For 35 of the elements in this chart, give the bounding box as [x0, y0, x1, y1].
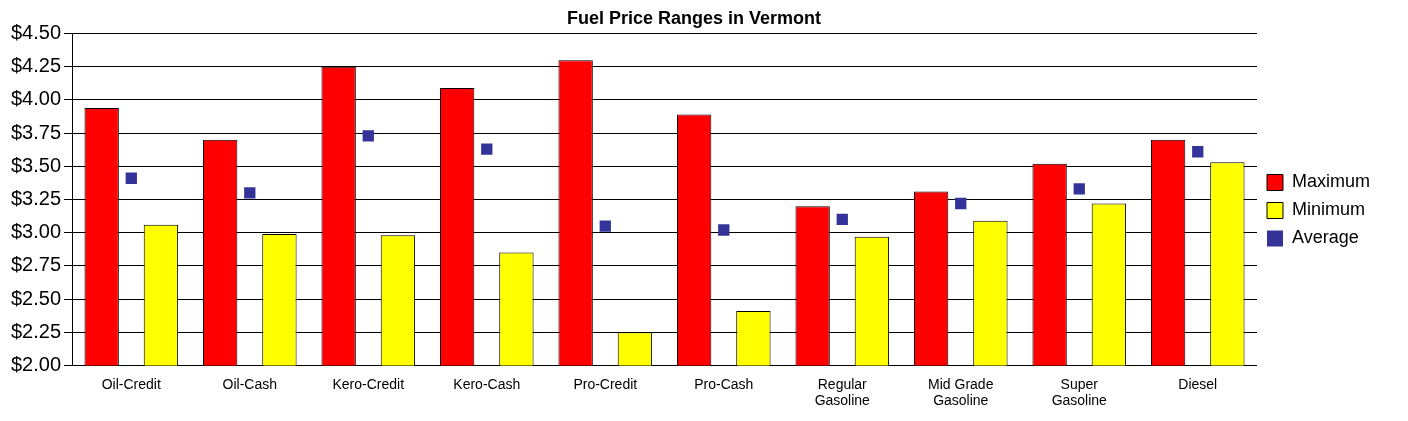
y-tick-label: $2.75: [10, 253, 62, 276]
point: [244, 187, 256, 199]
x-tick-label: Oil-Cash: [222, 375, 278, 392]
x-tick-label: Regular Gasoline: [814, 375, 871, 409]
x-tick-label: Mid Grade Gasoline: [928, 375, 994, 409]
x-tick-label: Diesel: [1178, 375, 1218, 392]
y-tick-label: $2.00: [10, 352, 62, 375]
point: [836, 213, 848, 226]
legend-label: Maximum: [1292, 171, 1371, 192]
x-tick-label: Pro-Credit: [573, 375, 638, 392]
point: [955, 197, 967, 210]
y-tick-label: $4.25: [10, 54, 62, 77]
legend-label: Minimum: [1292, 199, 1366, 220]
point: [481, 143, 493, 155]
y-tick-label: $3.75: [10, 120, 62, 143]
point: [718, 224, 730, 236]
x-tick-label: Super Gasoline: [1051, 375, 1108, 409]
y-tick-label: $4.00: [10, 87, 62, 110]
y-tick-label: $3.00: [10, 220, 62, 243]
y-tick-label: $3.25: [10, 187, 62, 210]
point: [125, 172, 137, 184]
x-tick-label: Kero-Cash: [453, 375, 521, 392]
x-tick-label: Oil-Credit: [101, 375, 161, 392]
point: [1192, 146, 1204, 158]
x-tick-label: Kero-Credit: [332, 375, 405, 392]
point: [362, 130, 374, 142]
y-tick-label: $2.50: [10, 286, 62, 309]
x-tick-label: Pro-Cash: [694, 375, 754, 392]
legend-label: Average: [1292, 227, 1359, 248]
y-tick-label: $2.25: [10, 319, 62, 342]
point: [599, 220, 611, 232]
point: [1073, 183, 1085, 195]
y-tick-label: $4.50: [10, 21, 62, 44]
chart-title: Fuel Price Ranges in Vermont: [566, 7, 822, 28]
y-tick-label: $3.50: [10, 153, 62, 176]
